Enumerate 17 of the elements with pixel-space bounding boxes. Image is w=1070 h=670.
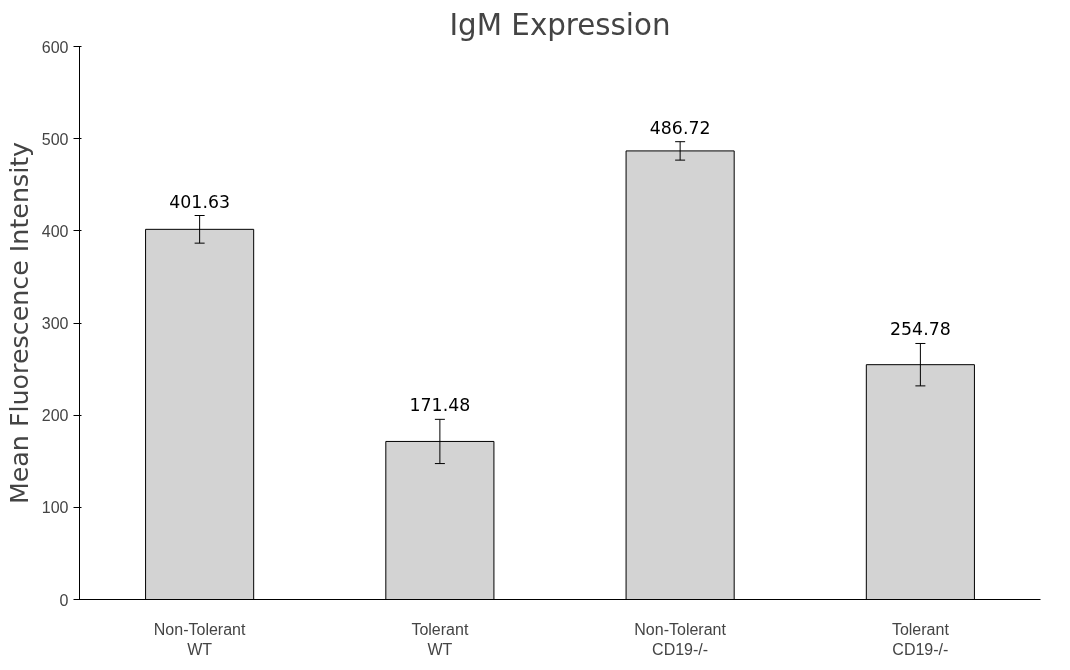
y-tick-label: 100 xyxy=(41,499,69,517)
x-tick-label: Tolerant CD19-/- xyxy=(891,620,950,658)
y-tick-label: 600 xyxy=(41,38,69,56)
data-label: 401.63 xyxy=(169,191,230,212)
x-tick-label: Non-Tolerant CD19-/- xyxy=(634,620,727,658)
chart-title: IgM Expression xyxy=(449,7,671,42)
y-tick-label: 200 xyxy=(41,407,69,425)
y-tick-label: 0 xyxy=(59,591,69,609)
data-label: 486.72 xyxy=(649,117,711,138)
y-tick-label: 400 xyxy=(41,222,69,240)
data-label: 171.48 xyxy=(409,395,471,416)
x-tick-label: Non-Tolerant WT xyxy=(153,620,246,658)
y-tick-label: 300 xyxy=(41,315,69,332)
y-axis-title: Mean Fluorescence Intensity xyxy=(3,141,34,505)
data-label: 254.78 xyxy=(890,319,951,340)
y-tick-label: 500 xyxy=(41,130,69,148)
x-tick-label: Tolerant WT xyxy=(411,620,469,658)
